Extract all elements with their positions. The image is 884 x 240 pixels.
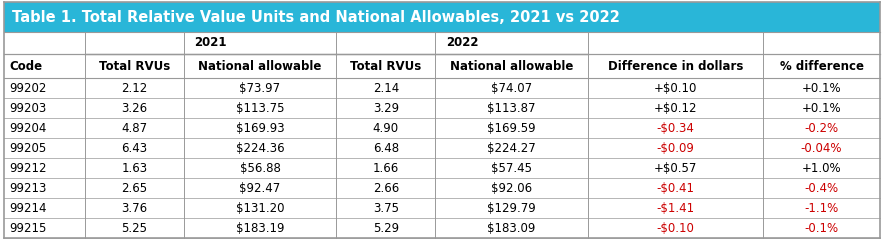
Text: 2.66: 2.66 xyxy=(373,181,399,194)
Text: $113.75: $113.75 xyxy=(236,102,285,114)
Text: $183.09: $183.09 xyxy=(487,222,536,234)
Text: 99214: 99214 xyxy=(9,202,47,215)
Text: 99202: 99202 xyxy=(9,82,46,95)
Text: % difference: % difference xyxy=(780,60,864,72)
Text: $73.97: $73.97 xyxy=(240,82,280,95)
Text: National allowable: National allowable xyxy=(450,60,574,72)
Text: 99203: 99203 xyxy=(9,102,46,114)
Text: 2.12: 2.12 xyxy=(121,82,148,95)
Text: 99204: 99204 xyxy=(9,121,46,134)
Text: 6.43: 6.43 xyxy=(121,142,148,155)
Text: 3.75: 3.75 xyxy=(373,202,399,215)
Text: $74.07: $74.07 xyxy=(492,82,532,95)
Text: +0.1%: +0.1% xyxy=(802,102,842,114)
Text: -$0.09: -$0.09 xyxy=(657,142,695,155)
Text: 99213: 99213 xyxy=(9,181,46,194)
Text: -0.1%: -0.1% xyxy=(804,222,839,234)
Text: -$0.41: -$0.41 xyxy=(657,181,695,194)
Text: 5.25: 5.25 xyxy=(121,222,148,234)
Text: -0.2%: -0.2% xyxy=(804,121,839,134)
Text: $113.87: $113.87 xyxy=(487,102,536,114)
Text: +0.1%: +0.1% xyxy=(802,82,842,95)
Text: 1.66: 1.66 xyxy=(373,162,399,174)
Text: $129.79: $129.79 xyxy=(487,202,536,215)
FancyBboxPatch shape xyxy=(4,78,880,98)
FancyBboxPatch shape xyxy=(4,218,880,238)
Text: Code: Code xyxy=(9,60,42,72)
Text: 3.76: 3.76 xyxy=(121,202,148,215)
FancyBboxPatch shape xyxy=(4,98,880,118)
Text: +1.0%: +1.0% xyxy=(802,162,842,174)
Text: -$0.10: -$0.10 xyxy=(657,222,695,234)
Text: Total RVUs: Total RVUs xyxy=(99,60,170,72)
FancyBboxPatch shape xyxy=(4,198,880,218)
FancyBboxPatch shape xyxy=(4,138,880,158)
Text: 99212: 99212 xyxy=(9,162,47,174)
Text: $224.36: $224.36 xyxy=(236,142,285,155)
Text: $56.88: $56.88 xyxy=(240,162,280,174)
Text: 1.63: 1.63 xyxy=(121,162,148,174)
Text: +$0.12: +$0.12 xyxy=(654,102,697,114)
Text: Table 1. Total Relative Value Units and National Allowables, 2021 vs 2022: Table 1. Total Relative Value Units and … xyxy=(12,10,620,24)
Text: $92.47: $92.47 xyxy=(240,181,281,194)
Text: 2.14: 2.14 xyxy=(373,82,399,95)
FancyBboxPatch shape xyxy=(4,54,880,78)
Text: National allowable: National allowable xyxy=(198,60,322,72)
Text: 4.87: 4.87 xyxy=(121,121,148,134)
FancyBboxPatch shape xyxy=(4,178,880,198)
Text: 2022: 2022 xyxy=(446,36,478,49)
Text: +$0.10: +$0.10 xyxy=(654,82,697,95)
Text: 99215: 99215 xyxy=(9,222,46,234)
Text: -0.4%: -0.4% xyxy=(804,181,839,194)
FancyBboxPatch shape xyxy=(4,118,880,138)
Text: +$0.57: +$0.57 xyxy=(654,162,697,174)
Text: 2.65: 2.65 xyxy=(121,181,148,194)
Text: Difference in dollars: Difference in dollars xyxy=(608,60,743,72)
Text: 2021: 2021 xyxy=(194,36,227,49)
Text: 3.29: 3.29 xyxy=(373,102,399,114)
Text: $57.45: $57.45 xyxy=(492,162,532,174)
Text: $169.93: $169.93 xyxy=(236,121,285,134)
Text: $92.06: $92.06 xyxy=(492,181,532,194)
Text: $224.27: $224.27 xyxy=(487,142,536,155)
Text: 3.26: 3.26 xyxy=(121,102,148,114)
Text: Total RVUs: Total RVUs xyxy=(350,60,422,72)
Text: 99205: 99205 xyxy=(9,142,46,155)
Text: 5.29: 5.29 xyxy=(373,222,399,234)
Text: 4.90: 4.90 xyxy=(373,121,399,134)
Text: 6.48: 6.48 xyxy=(373,142,399,155)
FancyBboxPatch shape xyxy=(4,32,880,54)
Text: -$0.34: -$0.34 xyxy=(657,121,695,134)
Text: -$1.41: -$1.41 xyxy=(657,202,695,215)
Text: -1.1%: -1.1% xyxy=(804,202,839,215)
Text: $169.59: $169.59 xyxy=(487,121,536,134)
FancyBboxPatch shape xyxy=(4,2,880,32)
Text: $183.19: $183.19 xyxy=(236,222,285,234)
Text: -0.04%: -0.04% xyxy=(801,142,842,155)
FancyBboxPatch shape xyxy=(4,158,880,178)
Text: $131.20: $131.20 xyxy=(236,202,285,215)
